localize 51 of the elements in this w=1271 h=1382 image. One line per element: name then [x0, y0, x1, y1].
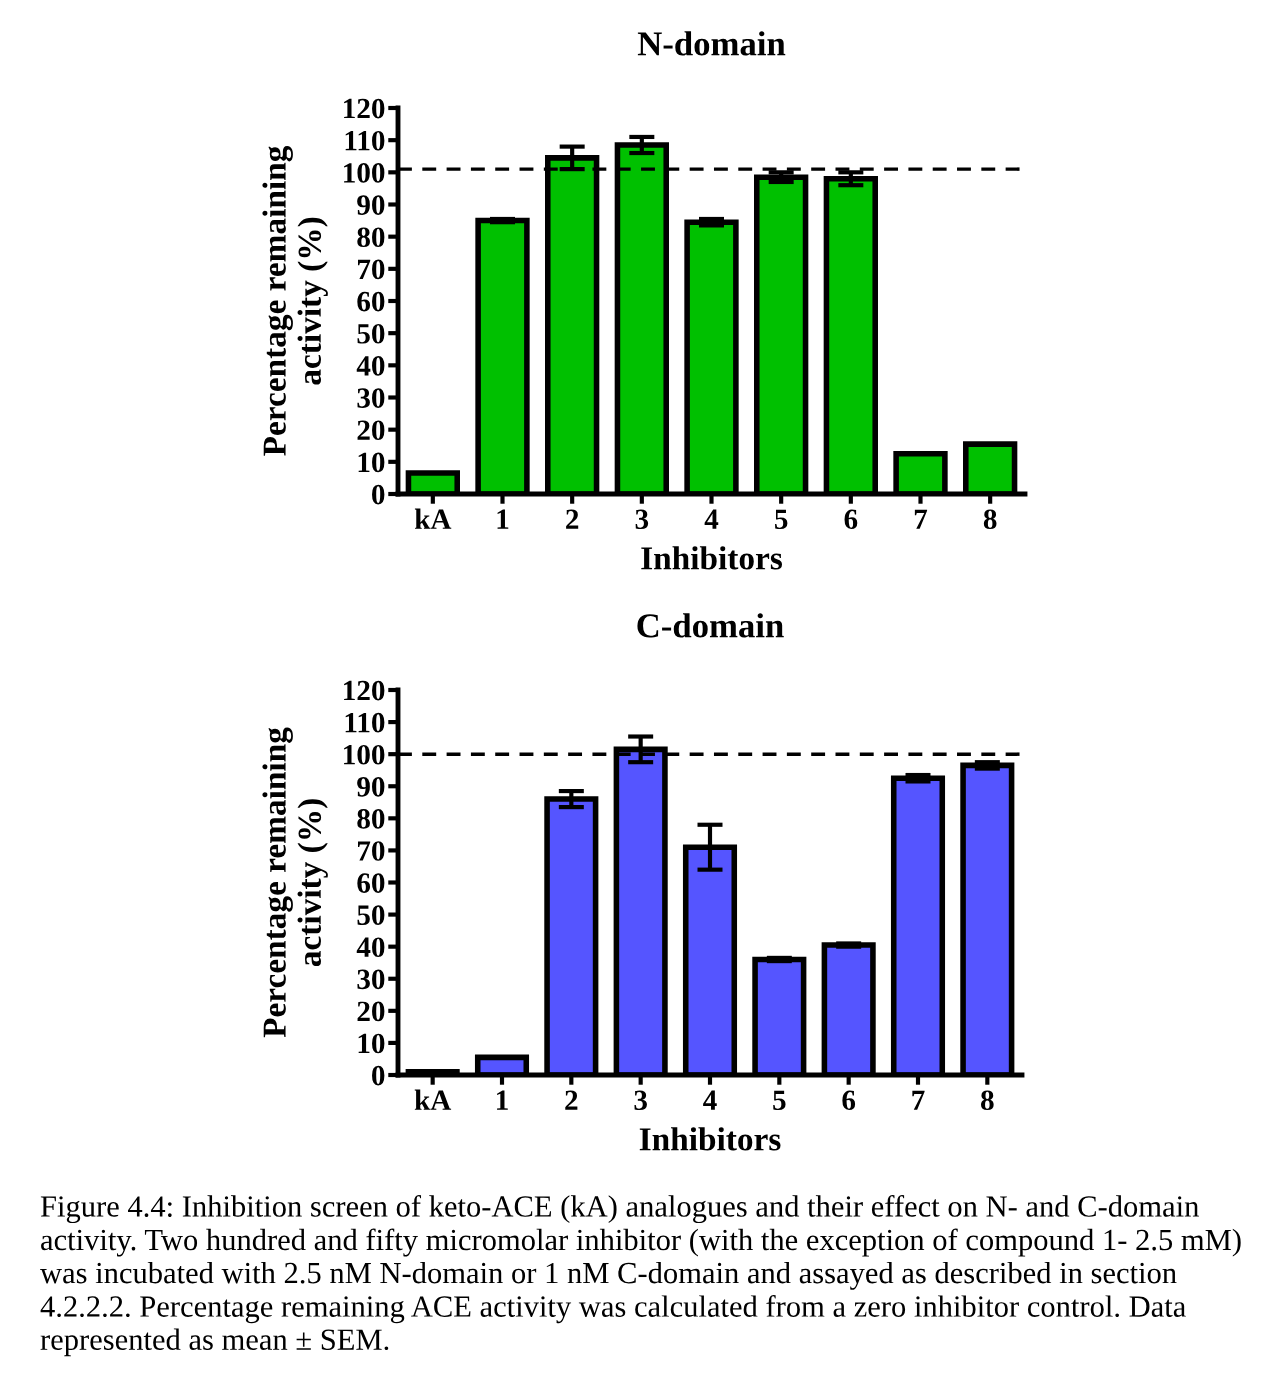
- x-tick-label: 6: [842, 1090, 856, 1111]
- y-tick-label: 50: [357, 323, 385, 344]
- y-tick-label: 20: [357, 1001, 385, 1022]
- y-tick-label: 30: [357, 388, 385, 408]
- y-tick-label: 100: [344, 744, 385, 765]
- y-tick-label: 0: [372, 1065, 385, 1086]
- x-tick-label: 5: [773, 1090, 786, 1111]
- y-tick-label: 70: [358, 841, 385, 861]
- x-tick-label: 8: [983, 509, 997, 530]
- y-tick-label: 120: [344, 680, 385, 701]
- y-tick-label: 50: [357, 905, 385, 925]
- y-tick-label: 60: [357, 873, 385, 893]
- y-tick-label: 0: [372, 484, 385, 505]
- x-tick-label: 2: [565, 1090, 578, 1110]
- x-tick-label: 3: [635, 509, 649, 530]
- y-tick-label: 90: [357, 195, 385, 215]
- x-tick-label: 7: [912, 1090, 925, 1110]
- x-tick-label: kA: [414, 1089, 452, 1110]
- x-tick-label: 4: [703, 1090, 717, 1110]
- y-axis-title: Percentage remaining activity (%): [262, 145, 328, 456]
- x-tick-label: kA: [414, 508, 452, 529]
- x-tick-label: 8: [981, 1090, 994, 1111]
- chart-title: N-domain: [637, 31, 786, 56]
- y-tick-label: 120: [344, 98, 385, 119]
- y-tick-label: 70: [358, 259, 385, 280]
- y-tick-label: 90: [357, 776, 385, 797]
- y-tick-label: 100: [344, 163, 385, 183]
- y-tick-label: 10: [358, 452, 385, 473]
- x-tick-label: 1: [497, 509, 509, 529]
- y-tick-label: 40: [356, 356, 385, 376]
- chart-title: C-domain: [637, 613, 784, 638]
- y-tick-label: 10: [358, 1033, 385, 1054]
- x-axis-title: Inhibitors: [641, 546, 783, 570]
- y-tick-label: 110: [345, 130, 385, 151]
- y-tick-label: 80: [357, 809, 385, 829]
- y-tick-label: 80: [357, 227, 385, 248]
- y-axis-title: Percentage remaining activity (%): [262, 727, 328, 1038]
- x-tick-label: 4: [704, 509, 719, 529]
- y-tick-label: 40: [356, 937, 385, 958]
- x-tick-label: 1: [497, 1090, 508, 1110]
- x-tick-label: 5: [775, 509, 788, 530]
- x-tick-label: 7: [914, 509, 928, 529]
- y-tick-label: 20: [357, 420, 385, 441]
- y-tick-label: 60: [357, 291, 385, 312]
- y-tick-label: 110: [345, 712, 385, 733]
- caption: Figure 4.4: Inhibition screen of keto-ACE (kA) analogues and their effect on N- and C-domain activity. Two hundred and fifty micromolar inhibitor (with the exception of compound 1- 2.5 mM) was incubated with 2.5 nM N-domain or 1 nM C-domain and assayed as described in section 4.2.2.2. Percentage remaining ACE activity was calculated from a zero inhibitor control. Data represented as mean ± SEM.: [40, 1195, 1241, 1357]
- x-tick-label: 2: [566, 509, 579, 529]
- x-axis-title: Inhibitors: [639, 1127, 781, 1151]
- y-tick-label: 30: [357, 969, 385, 990]
- x-tick-label: 3: [634, 1090, 647, 1111]
- x-tick-label: 6: [844, 509, 858, 530]
